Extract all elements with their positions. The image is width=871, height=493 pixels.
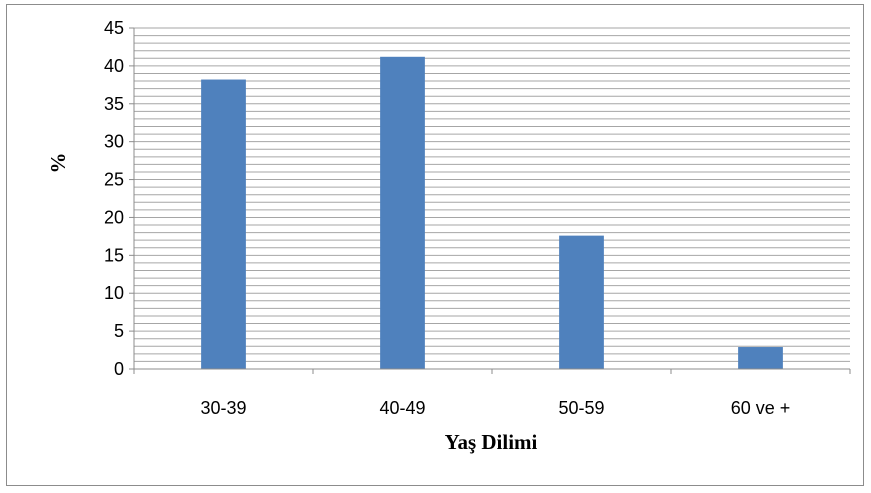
y-tick-label: 5 bbox=[114, 321, 124, 341]
x-tick-label: 30-39 bbox=[200, 398, 246, 418]
bar-50-59 bbox=[559, 235, 604, 369]
bar-60-ve-+ bbox=[738, 347, 783, 369]
y-tick-label: 0 bbox=[114, 359, 124, 379]
y-tick-label: 45 bbox=[104, 18, 124, 38]
x-tick-label: 60 ve + bbox=[731, 398, 791, 418]
x-tick-labels: 30-39 40-49 50-59 60 ve + bbox=[200, 398, 790, 418]
y-axis-title: % bbox=[46, 153, 70, 174]
axes bbox=[129, 27, 851, 374]
x-axis-title: Yaş Dilimi bbox=[445, 430, 538, 454]
y-tick-label: 35 bbox=[104, 94, 124, 114]
x-tick-label: 50-59 bbox=[558, 398, 604, 418]
y-tick-labels: 0 5 10 15 20 25 30 35 40 45 bbox=[104, 18, 124, 379]
y-tick-label: 15 bbox=[104, 245, 124, 265]
bar-40-49 bbox=[380, 56, 425, 369]
x-tick-label: 40-49 bbox=[379, 398, 425, 418]
y-tick-label: 25 bbox=[104, 170, 124, 190]
y-tick-label: 40 bbox=[104, 56, 124, 76]
y-tick-label: 10 bbox=[104, 283, 124, 303]
bar-30-39 bbox=[201, 79, 246, 369]
chart-frame bbox=[6, 4, 864, 486]
y-tick-label: 30 bbox=[104, 132, 124, 152]
y-tick-label: 20 bbox=[104, 207, 124, 227]
bars bbox=[201, 56, 783, 369]
